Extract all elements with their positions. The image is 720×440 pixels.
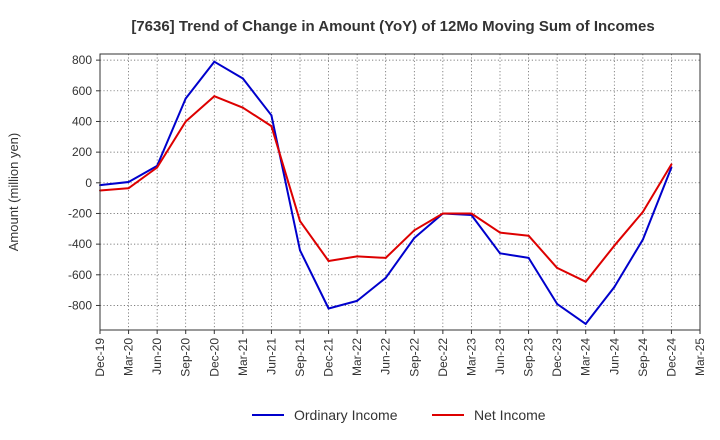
x-tick-label: Dec-22 (436, 338, 450, 377)
x-tick-label: Mar-25 (693, 338, 707, 376)
series-line-net-income (99, 95, 673, 283)
grid (99, 54, 701, 330)
data-point (184, 97, 187, 100)
y-tick-label: -400 (68, 237, 92, 251)
data-point (384, 256, 387, 259)
data-point (356, 299, 359, 302)
data-point (413, 229, 416, 232)
data-point (613, 286, 616, 289)
data-point (527, 256, 530, 259)
data-point (327, 307, 330, 310)
x-tick-label: Mar-23 (464, 338, 478, 376)
series-layer (99, 60, 673, 325)
data-point (384, 276, 387, 279)
data-point (499, 252, 501, 255)
data-point (270, 125, 273, 128)
x-tick-label: Mar-24 (579, 338, 593, 376)
data-point (241, 77, 244, 80)
data-point (441, 212, 444, 215)
x-axis-ticks: Dec-19 Mar-20 Jun-20 Sep-20 Dec-20 Mar-21 Jun-… (93, 330, 707, 377)
legend-label: Ordinary Income (294, 407, 398, 423)
y-tick-label: 600 (72, 84, 92, 98)
x-tick-label: Sep-21 (293, 338, 307, 377)
data-point (641, 238, 644, 241)
data-point (184, 120, 187, 123)
data-point (270, 114, 273, 117)
data-point (156, 166, 159, 169)
x-tick-label: Dec-24 (664, 338, 678, 377)
y-tick-label: -600 (68, 268, 92, 282)
y-tick-label: 0 (85, 176, 92, 190)
x-tick-label: Sep-24 (636, 338, 650, 377)
x-tick-label: Dec-21 (322, 338, 336, 377)
data-point (299, 249, 301, 252)
data-point (299, 220, 301, 223)
x-tick-label: Dec-20 (207, 338, 221, 377)
data-point (127, 187, 130, 190)
data-point (584, 280, 587, 283)
x-tick-label: Jun-23 (493, 338, 507, 375)
data-point (613, 244, 616, 247)
x-tick-label: Jun-21 (264, 338, 278, 375)
x-tick-label: Sep-22 (407, 338, 421, 377)
x-tick-label: Dec-23 (550, 338, 564, 377)
y-tick-label: 800 (72, 53, 92, 67)
chart-title: [7636] Trend of Change in Amount (YoY) o… (131, 18, 654, 35)
data-point (356, 255, 359, 258)
data-point (213, 60, 216, 63)
data-point (413, 237, 416, 239)
data-point (670, 163, 673, 166)
data-point (499, 231, 501, 234)
data-point (470, 212, 473, 215)
x-tick-label: Mar-22 (350, 338, 364, 376)
x-tick-label: Jun-20 (150, 338, 164, 375)
x-tick-label: Mar-21 (236, 338, 250, 376)
data-point (327, 260, 330, 262)
x-tick-label: Jun-22 (379, 338, 393, 375)
y-axis-label: Amount (million yen) (6, 133, 21, 252)
y-axis-ticks: 800 600 400 200 0 -200 -400 -600 -800 (68, 53, 100, 312)
legend: Ordinary Income Net Income (252, 407, 546, 423)
y-tick-label: -800 (68, 298, 92, 312)
y-tick-label: 400 (72, 114, 92, 128)
data-point (527, 234, 530, 237)
data-point (556, 266, 559, 269)
data-point (584, 322, 587, 325)
x-tick-label: Sep-20 (179, 338, 193, 377)
plot-frame (99, 53, 701, 331)
x-tick-label: Jun-24 (607, 338, 621, 375)
y-tick-label: -200 (68, 206, 92, 220)
data-point (556, 302, 559, 305)
x-tick-label: Sep-23 (522, 338, 536, 377)
data-point (213, 95, 216, 98)
data-point (127, 181, 130, 184)
x-tick-label: Mar-20 (122, 338, 136, 376)
data-point (241, 106, 244, 109)
legend-label: Net Income (474, 407, 546, 423)
data-point (641, 210, 644, 213)
x-tick-label: Dec-19 (93, 338, 107, 377)
series-line-ordinary-income (99, 60, 673, 325)
y-tick-label: 200 (72, 145, 92, 159)
